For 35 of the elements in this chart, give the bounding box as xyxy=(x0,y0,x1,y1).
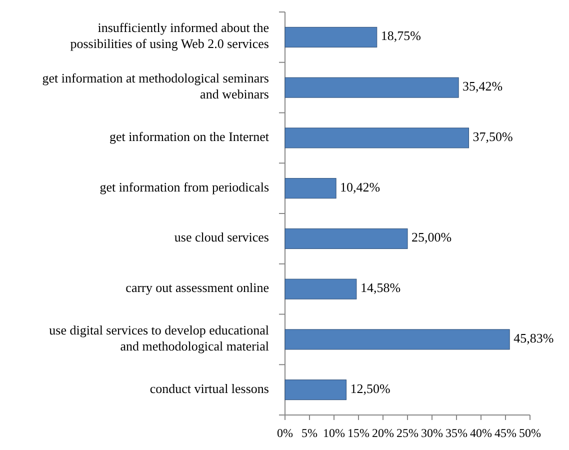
data-label: 10,42% xyxy=(340,179,380,194)
bar xyxy=(284,178,336,199)
bar xyxy=(284,77,459,98)
bar xyxy=(284,228,408,249)
x-tick-label: 25% xyxy=(396,426,418,440)
bar xyxy=(284,26,378,48)
data-label: 14,58% xyxy=(360,280,401,296)
x-tick-label: 40% xyxy=(470,426,492,440)
data-label: 45,83% xyxy=(514,330,554,346)
bar xyxy=(284,329,510,350)
x-tick-label: 10% xyxy=(323,426,345,440)
bar xyxy=(284,128,469,148)
y-tick-label: get information at methodological seminars and webinars xyxy=(42,70,269,102)
x-tick-label: 50% xyxy=(519,426,541,440)
data-label: 37,50% xyxy=(472,128,513,144)
y-tick-label: insufficiently informed about the possibilities of using Web 2.0 services xyxy=(70,20,270,52)
y-tick-label: use cloud services xyxy=(174,230,269,245)
x-tick-label: 5% xyxy=(302,426,318,440)
x-tick-label: 15% xyxy=(348,426,370,440)
x-tick-label: 45% xyxy=(494,426,516,440)
y-tick-label: conduct virtual lessons xyxy=(150,380,269,396)
data-label: 25,00% xyxy=(412,230,452,245)
data-label: 12,50% xyxy=(350,380,390,396)
y-tick-label: get information on the Internet xyxy=(109,128,270,144)
bar xyxy=(284,380,346,400)
x-tick-label: 35% xyxy=(446,426,468,440)
x-tick-label: 0% xyxy=(277,426,293,440)
data-label: 35,42% xyxy=(462,78,503,94)
y-tick-label: get information from periodicals xyxy=(100,179,269,194)
x-tick-label: 30% xyxy=(421,426,443,440)
y-tick-label: carry out assessment online xyxy=(126,280,270,296)
x-tick-label: 20% xyxy=(372,426,394,440)
data-label: 18,75% xyxy=(380,28,422,44)
bar xyxy=(284,278,357,300)
y-tick-label: use digital services to develop educational and methodological material xyxy=(49,322,270,354)
